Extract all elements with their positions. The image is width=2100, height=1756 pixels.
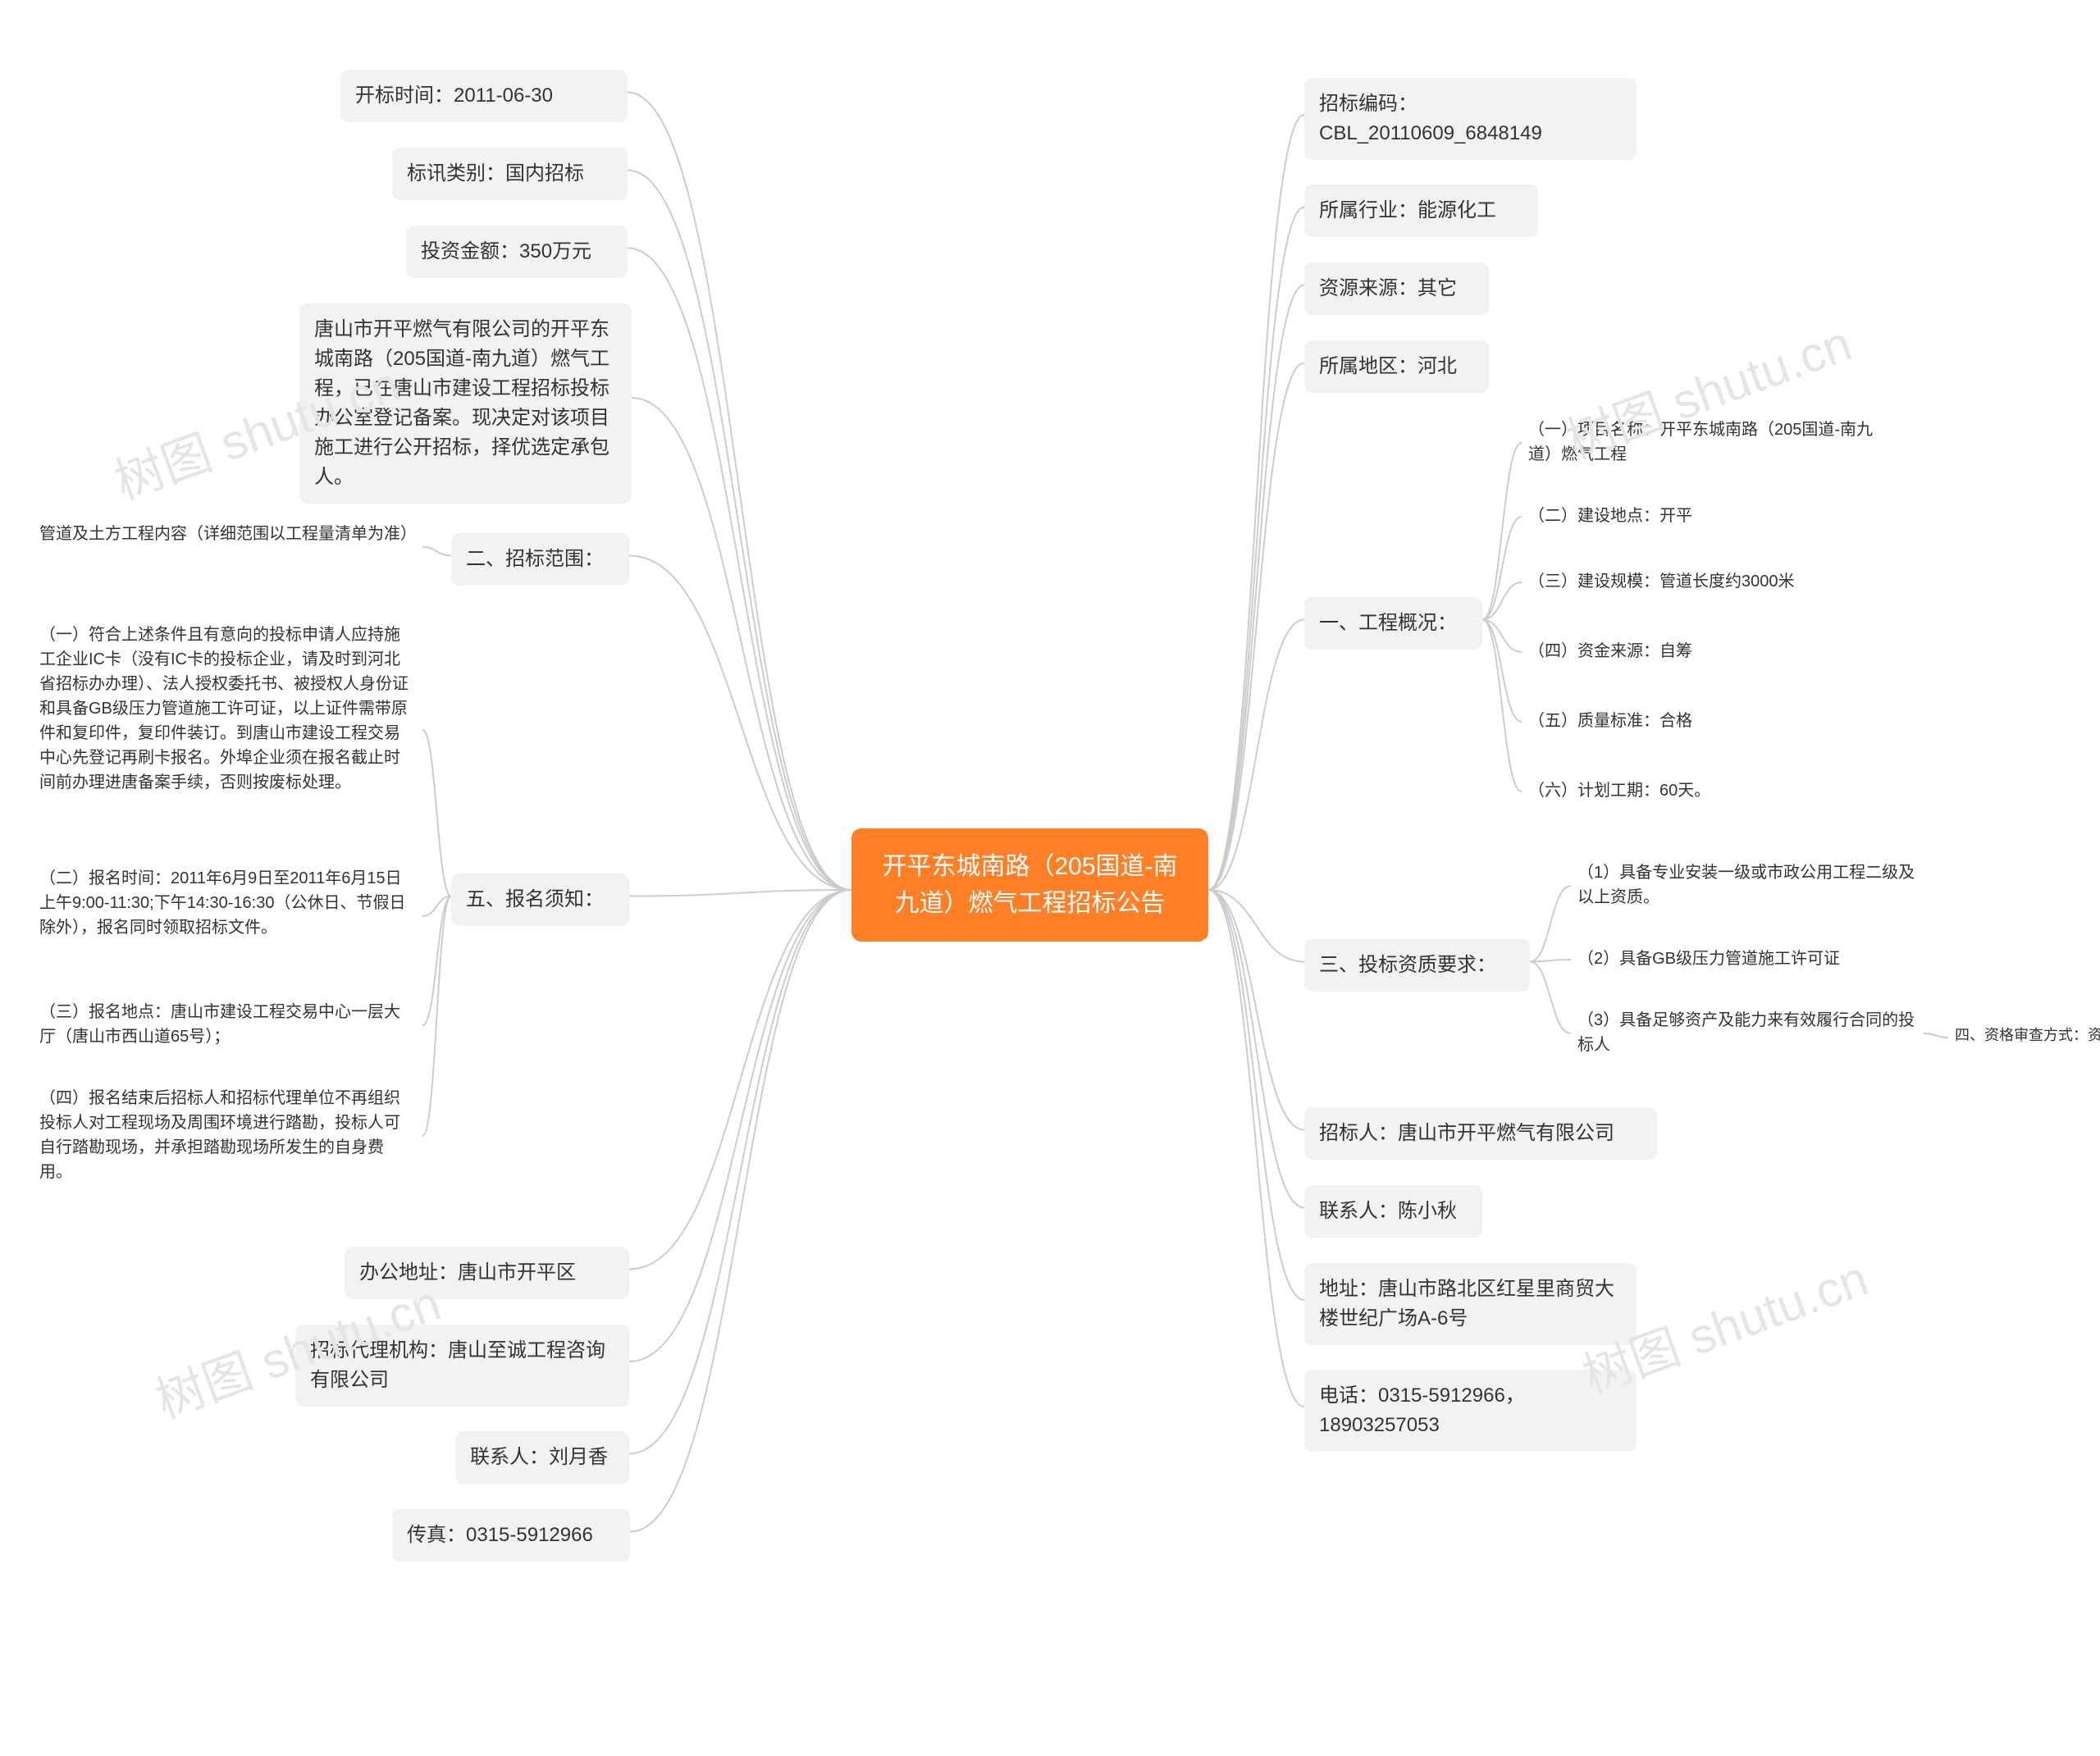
leaf-r6a: （1）具备专业安装一级或市政公用工程二级及以上资质。 xyxy=(1571,857,1924,913)
leaf-l5a: 管道及土方工程内容（详细范围以工程量清单为准） xyxy=(33,518,422,550)
leaf-r5b: （二）建设地点：开平 xyxy=(1522,500,1735,531)
leaf-l6b: （二）报名时间：2011年6月9日至2011年6月15日上午9:00-11:30… xyxy=(33,863,422,943)
branch-l9: 联系人：刘月香 xyxy=(455,1431,629,1484)
leaf-l6c: （三）报名地点：唐山市建设工程交易中心一层大厅（唐山市西山道65号）； xyxy=(33,997,422,1052)
branch-r7: 招标人：唐山市开平燃气有限公司 xyxy=(1304,1107,1657,1160)
branch-r1: 招标编码：CBL_20110609_6848149 xyxy=(1304,78,1637,160)
branch-r5: 一、工程概况： xyxy=(1304,597,1482,650)
branch-l10: 传真：0315-5912966 xyxy=(392,1509,630,1562)
leaf-r6c: （3）具备足够资产及能力来有效履行合同的投标人 xyxy=(1571,1005,1924,1060)
branch-l6: 五、报名须知： xyxy=(451,873,629,926)
leaf-r6c1: 四、资格审查方式：资格后审 xyxy=(1948,1021,2100,1050)
branch-l1: 开标时间：2011-06-30 xyxy=(340,70,628,122)
branch-r6: 三、投标资质要求： xyxy=(1304,939,1530,992)
leaf-r6b: （2）具备GB级压力管道施工许可证 xyxy=(1571,943,1891,974)
branch-r2: 所属行业：能源化工 xyxy=(1304,185,1538,237)
leaf-l6d: （四）报名结束后招标人和招标代理单位不再组织投标人对工程现场及周围环境进行踏勘，… xyxy=(33,1083,422,1188)
leaf-r5f: （六）计划工期：60天。 xyxy=(1522,775,1760,806)
branch-l8: 招标代理机构：唐山至诚工程咨询有限公司 xyxy=(295,1325,629,1407)
leaf-r5d: （四）资金来源：自筹 xyxy=(1522,636,1735,667)
leaf-l6a: （一）符合上述条件且有意向的投标申请人应持施工企业IC卡（没有IC卡的投标企业，… xyxy=(33,619,422,798)
branch-l3: 投资金额：350万元 xyxy=(406,226,628,278)
branch-r8: 联系人：陈小秋 xyxy=(1304,1185,1482,1238)
branch-r3: 资源来源：其它 xyxy=(1304,262,1489,315)
branch-r9: 地址：唐山市路北区红星里商贸大楼世纪广场A-6号 xyxy=(1304,1263,1637,1345)
branch-l4: 唐山市开平燃气有限公司的开平东城南路（205国道-南九道）燃气工程，已在唐山市建… xyxy=(299,303,632,504)
leaf-r5c: （三）建设规模：管道长度约3000米 xyxy=(1522,566,1850,597)
branch-r10: 电话：0315-5912966，18903257053 xyxy=(1304,1370,1637,1452)
leaf-r5a: （一）项目名称：开平东城南路（205国道-南九道）燃气工程 xyxy=(1522,414,1883,470)
branch-l2: 标讯类别：国内招标 xyxy=(392,148,628,200)
leaf-r5e: （五）质量标准：合格 xyxy=(1522,705,1735,737)
branch-r4: 所属地区：河北 xyxy=(1304,340,1489,393)
branch-l7: 办公地址：唐山市开平区 xyxy=(345,1247,629,1299)
center-node: 开平东城南路（205国道-南九道）燃气工程招标公告 xyxy=(851,828,1208,942)
branch-l5: 二、招标范围： xyxy=(451,533,629,586)
